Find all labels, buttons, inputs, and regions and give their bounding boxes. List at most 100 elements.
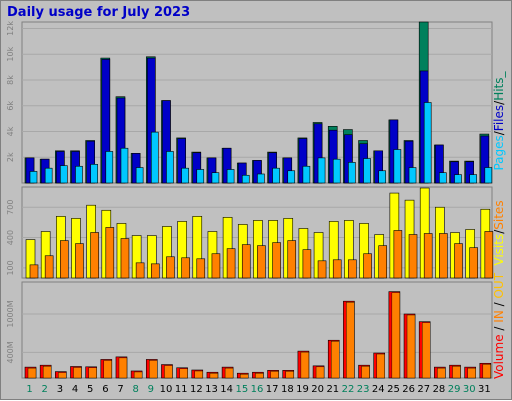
bar-volume-in-day-27 bbox=[421, 322, 431, 379]
x-tick-label-day-10: 10 bbox=[160, 384, 173, 395]
bar-sites-day-30 bbox=[469, 247, 478, 279]
x-tick-label-day-5: 5 bbox=[87, 384, 93, 395]
x-tick-label-day-2: 2 bbox=[42, 384, 48, 395]
bar-volume-in-day-1 bbox=[27, 367, 37, 379]
x-tick-label-day-24: 24 bbox=[372, 384, 385, 395]
bar-sites-day-31 bbox=[484, 231, 494, 279]
bar-sites-day-28 bbox=[439, 233, 448, 279]
bar-volume-in-day-19 bbox=[300, 351, 310, 379]
bar-volume-in-day-8 bbox=[133, 371, 143, 379]
bar-sites-day-29 bbox=[454, 243, 463, 279]
bar-volume-in-day-25 bbox=[391, 292, 401, 379]
bar-volume-in-day-3 bbox=[58, 372, 67, 379]
bar-volume-in-day-28 bbox=[437, 367, 446, 379]
y-tick-label: 1000M bbox=[6, 300, 15, 327]
bar-sites-day-25 bbox=[393, 230, 403, 279]
bar-sites-day-18 bbox=[287, 240, 297, 279]
bar-sites-day-13 bbox=[211, 253, 221, 279]
x-tick-label-day-16: 16 bbox=[251, 384, 264, 395]
panel-hits-files-pages: 2k 4k 6k 8k 10k 12k bbox=[6, 21, 493, 184]
bar-sites-day-9 bbox=[150, 263, 160, 279]
bar-pages-day-21 bbox=[332, 158, 341, 184]
panel-visits-sites: 100 400 700 bbox=[6, 186, 494, 279]
bar-sites-day-14 bbox=[226, 248, 236, 279]
bar-sites-day-7 bbox=[120, 238, 130, 279]
bar-volume-in-day-5 bbox=[88, 367, 97, 379]
x-tick-label-day-6: 6 bbox=[102, 384, 108, 395]
x-tick-label-day-23: 23 bbox=[357, 384, 370, 395]
bar-volume-in-day-21 bbox=[331, 341, 340, 379]
bar-sites-day-15 bbox=[241, 244, 251, 279]
bar-pages-day-7 bbox=[120, 147, 129, 184]
bar-volume-in-day-22 bbox=[346, 302, 355, 379]
bar-pages-day-25 bbox=[393, 149, 402, 184]
panel-background bbox=[21, 21, 493, 184]
legend-volume-part: / bbox=[492, 323, 506, 335]
x-tick-label-day-29: 29 bbox=[448, 384, 461, 395]
bar-sites-day-1 bbox=[29, 264, 39, 279]
bar-pages-day-11 bbox=[181, 167, 189, 184]
bar-pages-day-16 bbox=[257, 173, 265, 184]
bar-volume-in-day-12 bbox=[194, 370, 203, 379]
bar-pages-day-9 bbox=[150, 131, 159, 184]
x-tick-label-day-11: 11 bbox=[175, 384, 188, 395]
bar-pages-day-12 bbox=[196, 169, 205, 184]
bar-sites-day-4 bbox=[75, 243, 84, 279]
bar-pages-day-3 bbox=[60, 165, 68, 184]
bar-pages-day-22 bbox=[348, 162, 356, 184]
bar-sites-day-6 bbox=[105, 227, 115, 279]
chart-title: Daily usage for July 2023 bbox=[7, 5, 191, 20]
legend-hits-files-pages-part: / bbox=[492, 100, 506, 105]
x-tick-label-day-3: 3 bbox=[57, 384, 63, 395]
legend-visits-sites: Visits/Sites bbox=[492, 200, 506, 265]
bar-volume-in-day-20 bbox=[315, 366, 325, 379]
bar-pages-day-20 bbox=[317, 157, 326, 184]
legend-hits-files-pages-part: / bbox=[492, 130, 506, 135]
bar-sites-day-16 bbox=[257, 245, 266, 279]
bar-pages-day-17 bbox=[272, 167, 280, 184]
y-tick-label: 2k bbox=[6, 152, 15, 162]
bar-pages-day-23 bbox=[363, 158, 371, 184]
bar-volume-in-day-6 bbox=[103, 360, 113, 379]
bar-pages-day-8 bbox=[135, 167, 144, 184]
bar-pages-day-19 bbox=[302, 165, 311, 184]
y-tick-label: 400 bbox=[6, 230, 15, 245]
bar-pages-day-29 bbox=[454, 174, 462, 184]
legend-volume-part: IN bbox=[492, 310, 506, 323]
bar-pages-day-18 bbox=[287, 170, 296, 184]
x-tick-label-day-25: 25 bbox=[387, 384, 400, 395]
x-tick-label-day-27: 27 bbox=[417, 384, 430, 395]
y-tick-label: 8k bbox=[6, 75, 15, 85]
legend-hits-files-pages-part: Hits_ bbox=[492, 70, 506, 100]
bar-pages-day-31 bbox=[484, 167, 493, 184]
bar-volume-in-day-24 bbox=[376, 353, 385, 379]
bar-pages-day-14 bbox=[226, 169, 235, 184]
panel-volume: 400M 1000M bbox=[6, 281, 493, 379]
bar-volume-in-day-23 bbox=[361, 366, 370, 379]
bar-sites-day-21 bbox=[332, 259, 342, 279]
x-tick-label-day-15: 15 bbox=[235, 384, 248, 395]
legend-visits-sites-part: / bbox=[492, 229, 506, 234]
bar-pages-day-1 bbox=[29, 171, 38, 184]
x-tick-label-day-20: 20 bbox=[311, 384, 324, 395]
x-tick-label-day-22: 22 bbox=[342, 384, 355, 395]
legend-hits-files-pages-part: Pages bbox=[492, 135, 506, 170]
y-tick-label: 6k bbox=[6, 100, 15, 110]
y-tick-label: 4k bbox=[6, 126, 15, 136]
x-tick-label-day-13: 13 bbox=[205, 384, 218, 395]
x-tick-label-day-28: 28 bbox=[433, 384, 446, 395]
x-tick-label-day-31: 31 bbox=[478, 384, 491, 395]
bar-sites-day-3 bbox=[60, 240, 69, 279]
bar-volume-in-day-11 bbox=[179, 368, 188, 379]
x-tick-label-day-7: 7 bbox=[117, 384, 123, 395]
x-tick-label-day-9: 9 bbox=[148, 384, 154, 395]
x-tick-label-day-14: 14 bbox=[220, 384, 233, 395]
x-tick-label-day-8: 8 bbox=[133, 384, 139, 395]
bar-sites-day-22 bbox=[348, 259, 357, 279]
bar-volume-in-day-2 bbox=[42, 366, 52, 379]
legend-volume: Volume / IN / OUT bbox=[492, 272, 506, 379]
bar-sites-day-12 bbox=[196, 258, 206, 279]
bar-pages-day-27 bbox=[423, 102, 432, 184]
x-tick-label-day-19: 19 bbox=[296, 384, 309, 395]
